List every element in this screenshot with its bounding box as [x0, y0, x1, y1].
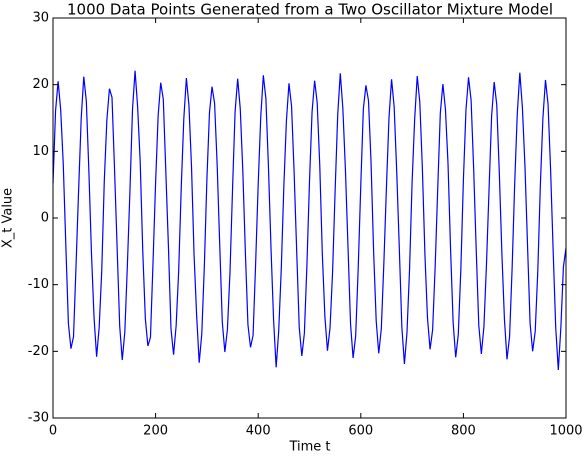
x-tick-label: 600 [348, 424, 373, 439]
x-tick-label: 200 [143, 424, 168, 439]
x-tick-label: 400 [246, 424, 271, 439]
x-axis-label: Time t [288, 440, 330, 455]
y-tick-label: -20 [28, 344, 49, 359]
x-tick-label: 1000 [549, 424, 582, 439]
y-axis-label: X_t Value [1, 188, 16, 248]
y-tick-label: 10 [32, 144, 49, 159]
y-tick-label: -30 [28, 411, 49, 426]
x-tick-label: 0 [49, 424, 57, 439]
plot-frame [52, 17, 567, 419]
y-tick-label: 0 [41, 211, 49, 226]
y-tick-label: 20 [32, 77, 49, 92]
x-tick-label: 800 [451, 424, 476, 439]
y-tick-label: -10 [28, 277, 49, 292]
y-tick-label: 30 [32, 11, 49, 26]
chart-title: 1000 Data Points Generated from a Two Os… [67, 1, 553, 19]
data-line [52, 70, 567, 371]
